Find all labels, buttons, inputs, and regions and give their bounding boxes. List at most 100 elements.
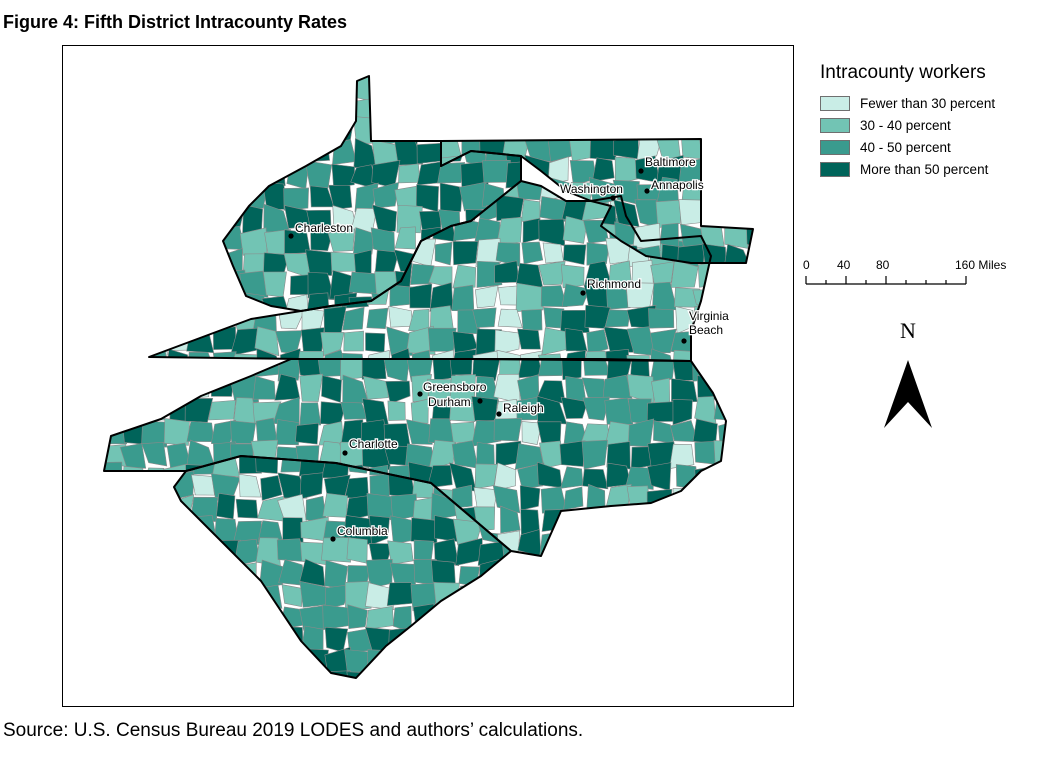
city-label: Richmond [587,277,641,291]
county-polygon [211,626,239,655]
county-polygon [149,286,173,310]
county-polygon [299,402,322,426]
county-polygon [310,226,334,251]
county-polygon [168,511,192,535]
county-polygon [187,193,212,222]
city-label: Baltimore [645,155,696,169]
county-polygon [212,351,237,361]
county-polygon [493,418,523,442]
scale-tick-label: 160 Miles [955,258,1006,272]
county-polygon [458,76,485,101]
county-polygon [361,359,387,380]
county-polygon [713,529,726,556]
county-polygon [263,76,285,102]
county-polygon [192,671,218,678]
county-polygon [439,99,466,125]
county-polygon [210,473,241,502]
city-label: Washington [560,182,623,196]
legend-swatch [820,95,850,111]
county-polygon [410,398,429,424]
county-polygon [189,557,214,574]
county-polygon [321,537,351,563]
county-polygon [321,375,342,403]
county-polygon [165,552,188,556]
county-polygon [648,507,673,531]
county-polygon [350,76,377,103]
county-polygon [586,242,610,266]
county-polygon [648,551,676,556]
city-label: Annapolis [651,178,704,192]
county-polygon [211,281,238,312]
county-polygon [257,604,280,633]
county-polygon [164,283,192,311]
county-polygon [505,160,521,189]
county-polygon [213,672,241,678]
county-polygon [236,671,257,678]
county-polygon [149,193,170,224]
county-polygon [149,264,171,290]
county-polygon [471,396,499,422]
county-polygon [721,181,746,205]
county-polygon [211,607,241,633]
county-polygon [413,539,434,562]
county-polygon [628,532,656,554]
county-polygon [371,95,401,123]
county-polygon [538,260,566,286]
county-polygon [223,93,241,121]
county-polygon [693,528,719,556]
county-polygon [365,332,386,353]
county-polygon [543,556,564,577]
county-polygon [299,373,324,402]
county-polygon [223,137,246,164]
county-polygon [214,651,236,677]
county-polygon [714,373,726,401]
county-polygon [648,348,675,361]
county-polygon [186,181,215,201]
county-polygon [239,160,265,188]
county-polygon [306,115,331,143]
county-polygon [702,156,727,184]
county-polygon [348,271,378,295]
county-polygon [234,583,263,609]
county-polygon [411,349,433,361]
county-polygon [371,204,397,234]
county-polygon [388,649,414,676]
county-polygon [625,466,655,490]
county-polygon [264,98,291,122]
county-polygon [398,163,421,184]
county-polygon [174,514,193,543]
state-border-maryland [440,138,754,264]
county-polygon [260,626,284,650]
county-polygon [170,221,194,245]
legend-label: 30 - 40 percent [860,117,951,133]
county-polygon [559,554,587,556]
county-polygon [223,293,247,311]
county-polygon [694,466,717,492]
county-polygon [699,139,726,162]
county-polygon [190,283,211,309]
county-polygon [428,439,456,470]
county-polygon [143,373,170,402]
county-polygon [517,328,541,350]
county-polygon [561,264,585,289]
county-polygon [142,550,165,556]
county-polygon [559,440,586,467]
county-polygon [241,119,267,143]
city-marker [638,168,644,174]
county-polygon [216,492,236,520]
north-arrow: N [878,318,938,433]
city-label: Charlotte [349,437,398,451]
city-marker [580,290,586,296]
figure-title: Figure 4: Fifth District Intracounty Rat… [3,12,348,32]
county-polygon [721,199,746,227]
county-polygon [119,511,146,533]
county-polygon [500,505,521,534]
county-polygon [649,328,677,354]
county-polygon [394,226,416,250]
county-polygon [387,400,406,421]
county-polygon [174,494,195,522]
county-polygon [591,157,615,182]
county-polygon [581,423,610,443]
county-polygon [289,274,311,295]
county-polygon [284,205,310,229]
